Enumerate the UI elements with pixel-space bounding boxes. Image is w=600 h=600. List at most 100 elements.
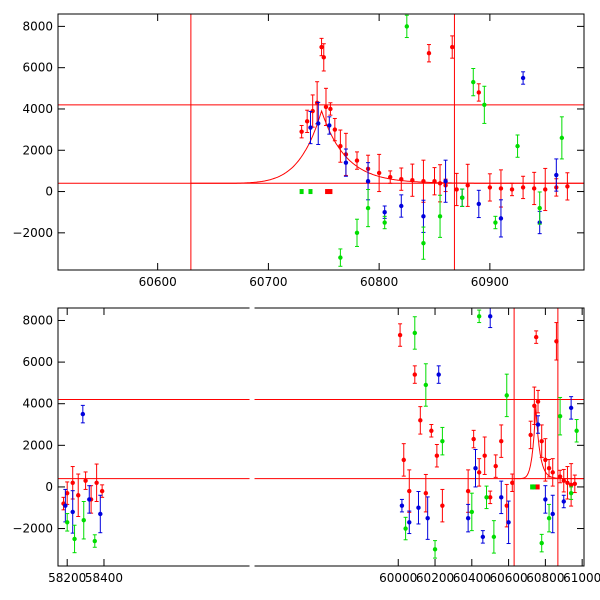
data-point (471, 79, 476, 85)
data-point (399, 203, 404, 209)
data-point (476, 90, 481, 95)
data-point (520, 75, 526, 81)
y-tick-label: 4000 (22, 102, 53, 116)
data-point (493, 220, 498, 225)
data-point (316, 121, 321, 126)
y-tick-label: 0 (45, 185, 53, 199)
data-point (63, 503, 68, 508)
data-point (533, 334, 539, 340)
data-point (498, 216, 504, 221)
epoch-marker-0 (299, 189, 304, 195)
data-point (429, 428, 434, 433)
data-point (493, 463, 498, 469)
series-green (338, 14, 565, 267)
data-point (354, 158, 360, 163)
data-point (412, 330, 417, 336)
data-point (72, 536, 77, 542)
data-point (471, 436, 476, 442)
data-point (81, 518, 86, 523)
data-point (354, 230, 360, 236)
data-point (550, 470, 555, 475)
data-point (528, 432, 533, 438)
data-point (559, 135, 565, 141)
data-point (557, 413, 563, 419)
epoch-marker-2 (325, 189, 330, 195)
data-point (404, 24, 410, 29)
data-point (98, 511, 103, 517)
data-point (365, 205, 371, 211)
data-point (421, 240, 426, 246)
data-point (410, 177, 415, 183)
data-point (482, 102, 487, 108)
y-tick-label: 6000 (22, 61, 53, 75)
data-point (554, 172, 559, 178)
y-tick-label: 8000 (22, 313, 53, 327)
data-point (382, 220, 387, 225)
data-point (465, 183, 470, 188)
data-point (87, 497, 92, 502)
data-point (543, 497, 548, 502)
data-point (418, 418, 423, 423)
data-point (388, 174, 393, 180)
x-tick-label: 61000 (563, 571, 600, 585)
plot-frame (57, 13, 585, 271)
y-tick-label: 0 (45, 480, 53, 494)
data-point (480, 534, 486, 540)
data-point (382, 209, 387, 215)
data-point (308, 125, 313, 130)
data-point (304, 119, 310, 124)
data-point (473, 466, 478, 471)
y-tick-label: 8000 (22, 19, 53, 33)
data-point (535, 399, 541, 404)
data-point (539, 438, 544, 444)
plot-frame (57, 307, 585, 567)
data-point (535, 422, 541, 427)
data-point (437, 214, 443, 219)
series-green (64, 309, 579, 559)
data-point (499, 495, 504, 500)
data-point (323, 104, 329, 110)
data-point (70, 509, 75, 515)
data-point (299, 129, 304, 134)
data-point (64, 490, 70, 496)
x-tick-label: 60800 (360, 275, 398, 289)
data-point (319, 44, 324, 50)
data-point (509, 187, 515, 192)
data-point (425, 515, 430, 521)
data-point (83, 478, 88, 483)
data-point (561, 478, 566, 483)
data-point (423, 382, 429, 388)
y-tick-label: 4000 (22, 397, 53, 411)
data-point (94, 480, 99, 485)
data-point (568, 482, 574, 488)
data-point (504, 503, 509, 508)
data-point (399, 176, 404, 182)
data-point (310, 108, 315, 114)
series-blue (308, 71, 559, 238)
data-point (412, 372, 417, 377)
data-point (327, 123, 332, 128)
data-point (401, 457, 406, 463)
data-point (407, 520, 412, 525)
axis-break (249, 307, 255, 567)
plot-area (58, 14, 584, 270)
data-point (557, 474, 563, 479)
data-point (543, 457, 548, 463)
data-point (532, 403, 537, 408)
data-point (498, 186, 504, 191)
data-point (515, 143, 520, 149)
data-point (365, 179, 371, 184)
data-point (423, 490, 429, 496)
data-point (554, 339, 559, 344)
epoch-marker-1 (308, 189, 313, 195)
series-red (61, 322, 578, 528)
data-point (543, 187, 548, 192)
data-point (465, 515, 471, 521)
data-point (376, 170, 382, 176)
y-tick-label: −2000 (12, 522, 53, 536)
data-point (338, 255, 343, 260)
x-tick-label: 60000 (379, 571, 417, 585)
data-point (70, 480, 75, 485)
x-tick-label: 60900 (471, 275, 509, 289)
